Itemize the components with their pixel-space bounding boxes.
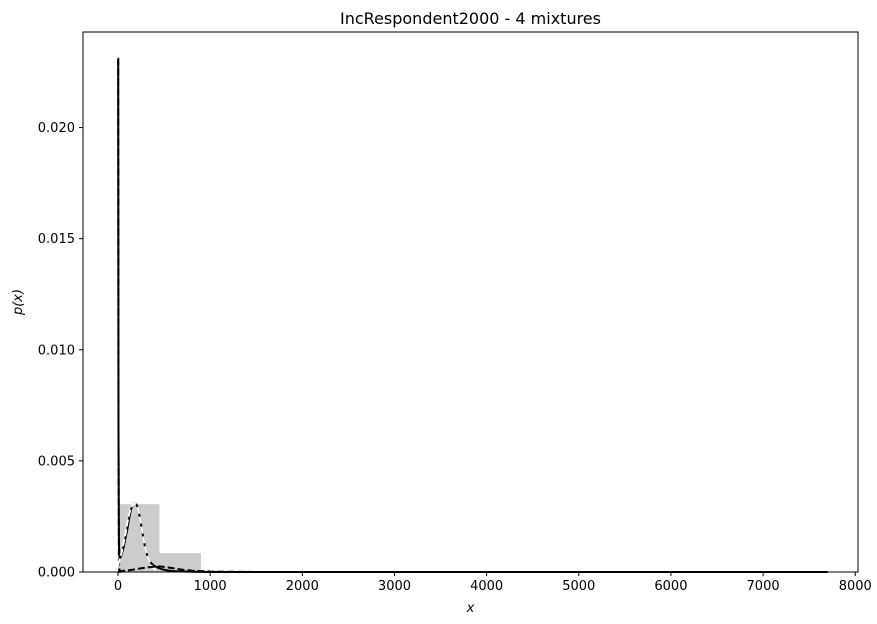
x-tick-label-0: 0 — [114, 579, 122, 594]
plot-frame — [82, 31, 859, 573]
x-tick-label-2: 2000 — [286, 579, 319, 594]
component-curve-2 — [117, 502, 160, 573]
y-axis-label: p(x) — [11, 289, 26, 316]
x-tick-label-6: 6000 — [654, 579, 687, 594]
y-tick-label-0: 0.000 — [38, 566, 75, 581]
y-tick-label-3: 0.015 — [38, 232, 75, 247]
y-tick-label-2: 0.010 — [38, 343, 75, 358]
x-tick-label-5: 5000 — [562, 579, 595, 594]
x-tick-label-1: 1000 — [194, 579, 227, 594]
x-tick-label-8: 8000 — [839, 579, 872, 594]
x-axis-label: x — [466, 601, 475, 616]
chart-title: IncRespondent2000 - 4 mixtures — [340, 9, 601, 28]
x-tick-label-7: 7000 — [747, 579, 780, 594]
x-axis: 0 1000 2000 3000 4000 5000 6000 7000 8000 — [114, 572, 872, 594]
y-tick-label-1: 0.005 — [38, 454, 75, 469]
x-tick-label-4: 4000 — [470, 579, 503, 594]
component-curve-3 — [117, 565, 828, 573]
y-axis: 0.000 0.005 0.010 0.015 0.020 — [38, 121, 83, 581]
x-tick-label-3: 3000 — [378, 579, 411, 594]
y-tick-label-4: 0.020 — [38, 121, 75, 136]
